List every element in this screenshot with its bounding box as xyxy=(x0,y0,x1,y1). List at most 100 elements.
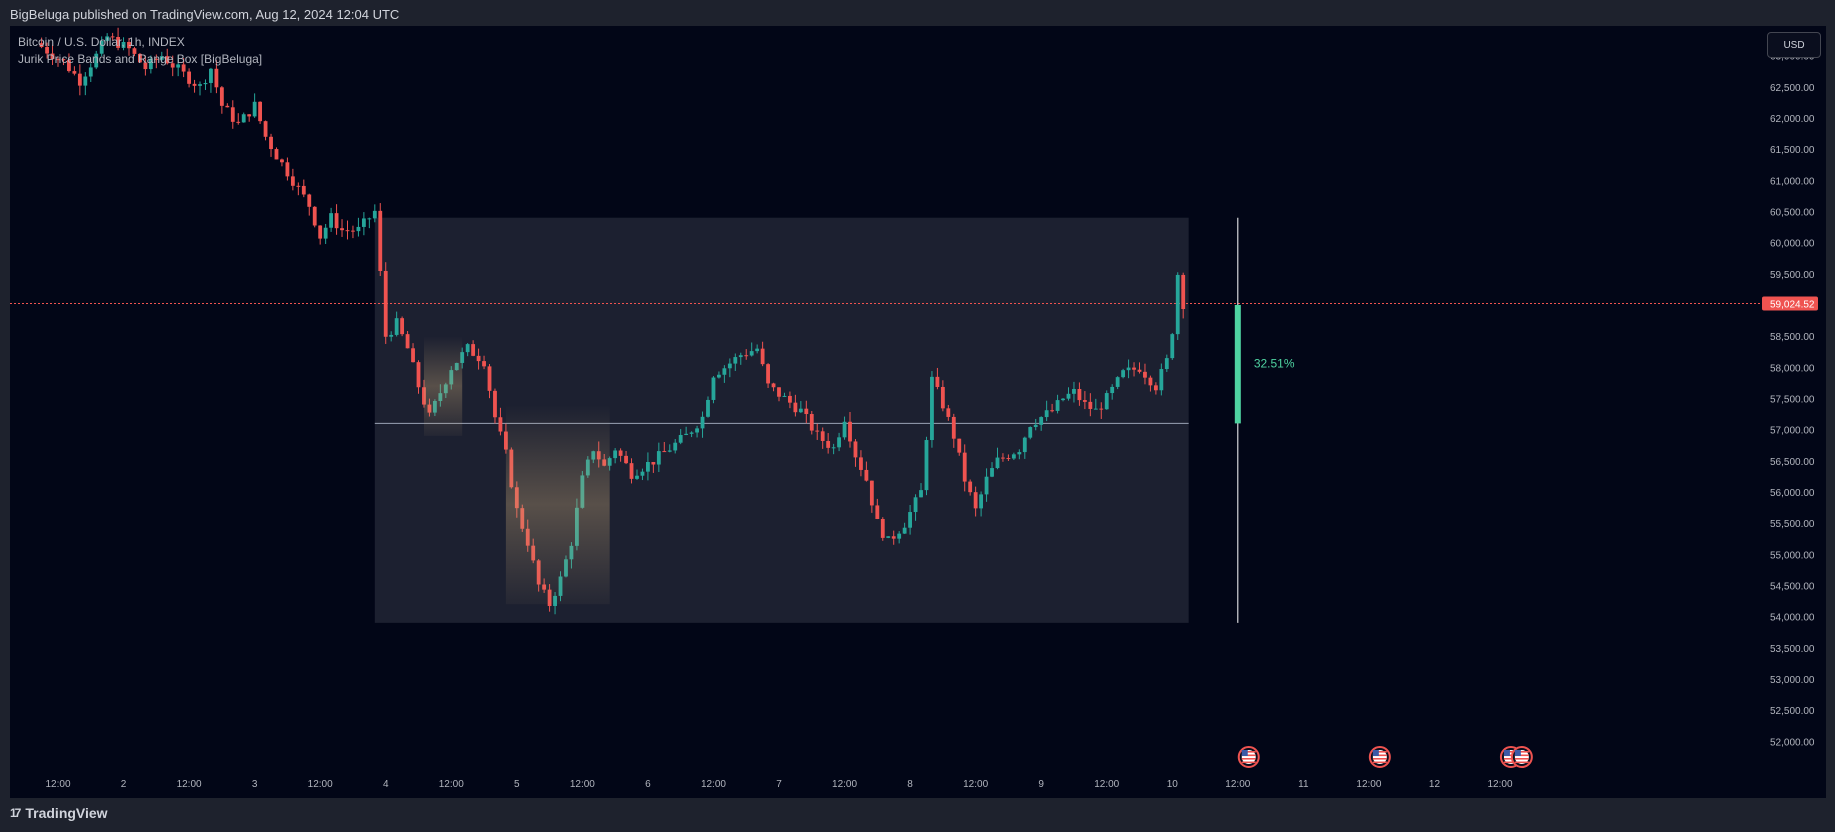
candle-body xyxy=(684,433,689,435)
time-axis-background[interactable] xyxy=(10,783,1826,798)
currency-button[interactable]: USD xyxy=(1767,32,1821,58)
candle-body xyxy=(154,58,159,60)
candle-body xyxy=(1148,377,1153,386)
candle-body xyxy=(979,494,984,509)
price-tick-label: 55,500.00 xyxy=(1770,519,1815,530)
candle-body xyxy=(219,87,224,106)
price-tick-label: 55,000.00 xyxy=(1770,550,1815,561)
candle-body xyxy=(285,162,290,177)
candle-body xyxy=(252,101,257,117)
us-flag-event-icon[interactable] xyxy=(1510,746,1533,768)
candle-body xyxy=(225,105,230,108)
time-tick-label: 10 xyxy=(1167,779,1179,790)
us-flag-event-icon[interactable] xyxy=(1237,746,1260,768)
time-tick-label: 12:00 xyxy=(439,779,464,790)
candle-body xyxy=(853,441,858,458)
time-tick-label: 8 xyxy=(907,779,913,790)
candle-body xyxy=(72,71,77,74)
candle-body xyxy=(640,471,645,476)
candle-body xyxy=(1055,400,1060,411)
candle-body xyxy=(258,101,263,122)
candle-body xyxy=(143,62,148,70)
price-tick-label: 59,500.00 xyxy=(1770,270,1815,281)
candle-body xyxy=(793,402,798,413)
candle-body xyxy=(334,213,339,229)
candle-body xyxy=(187,71,192,84)
candle-body xyxy=(476,355,481,362)
candle-body xyxy=(329,213,334,228)
candle-body xyxy=(809,414,814,431)
candle-body xyxy=(280,159,284,163)
candle-body xyxy=(372,210,377,219)
price-tick-label: 53,500.00 xyxy=(1770,644,1815,655)
candle-body xyxy=(383,270,388,337)
candle-body xyxy=(88,67,93,77)
candle-body xyxy=(749,351,754,356)
time-tick-label: 9 xyxy=(1038,779,1044,790)
price-tick-label: 56,500.00 xyxy=(1770,457,1815,468)
candle-body xyxy=(1132,367,1136,370)
price-axis-background[interactable] xyxy=(1760,26,1826,783)
candle-body xyxy=(722,368,727,375)
price-tick-label: 53,000.00 xyxy=(1770,675,1815,686)
price-tick-label: 58,000.00 xyxy=(1770,363,1815,374)
candle-body xyxy=(1153,385,1158,391)
candle-body xyxy=(738,355,743,358)
candle-body xyxy=(214,68,219,88)
candle-body xyxy=(645,462,650,472)
candle-body xyxy=(367,218,372,220)
indicator-title[interactable]: Jurik Price Bands and Range Box [BigBelu… xyxy=(18,52,263,66)
candle-body xyxy=(1175,274,1180,335)
candle-body xyxy=(203,82,208,85)
time-tick-label: 12:00 xyxy=(701,779,726,790)
time-tick-label: 2 xyxy=(121,779,127,790)
candle-body xyxy=(1044,410,1049,418)
candle-body xyxy=(717,374,721,378)
candle-body xyxy=(1017,452,1022,455)
candle-body xyxy=(132,48,137,54)
candle-body xyxy=(116,36,120,48)
candle-body xyxy=(1088,401,1093,409)
candle-body xyxy=(181,64,186,72)
candle-body xyxy=(176,64,181,68)
candle-body xyxy=(1164,358,1169,370)
price-axis[interactable]: 63,000.0062,500.0062,000.0061,500.0061,0… xyxy=(1770,52,1815,749)
candle-body xyxy=(667,450,672,452)
candle-body xyxy=(416,362,421,388)
candle-body xyxy=(356,226,361,232)
candle-body xyxy=(170,63,175,68)
price-tick-label: 52,500.00 xyxy=(1770,706,1815,717)
candle-body xyxy=(957,438,962,453)
candle-body xyxy=(777,387,781,397)
candle-body xyxy=(962,452,967,482)
candle-body xyxy=(56,59,60,61)
candle-body xyxy=(930,376,934,441)
candle-body xyxy=(1104,393,1109,410)
candle-body xyxy=(301,185,306,195)
tradingview-brand[interactable]: 17 TradingView xyxy=(10,805,108,821)
time-tick-label: 12:00 xyxy=(1225,779,1250,790)
candle-body xyxy=(837,437,841,448)
candle-body xyxy=(1033,424,1038,428)
candle-body xyxy=(842,421,847,438)
candle-body xyxy=(940,386,945,409)
candle-body xyxy=(973,492,978,509)
price-tick-label: 57,000.00 xyxy=(1770,426,1815,437)
candle-body xyxy=(1066,393,1071,399)
candle-body xyxy=(1137,369,1142,372)
candle-body xyxy=(727,363,732,369)
candle-body xyxy=(1077,388,1082,401)
price-tick-label: 60,000.00 xyxy=(1770,239,1815,250)
candle-body xyxy=(629,463,634,479)
candle-body xyxy=(45,47,49,54)
time-axis[interactable]: 12:00 2 12:00 3 12:00 4 12:00 5 12:00 6 12:00 7 12:0… xyxy=(45,779,1512,790)
candle-body xyxy=(411,348,415,363)
symbol-title[interactable]: Bitcoin / U.S. Dollar, 1h, INDEX xyxy=(18,35,185,49)
range-measure-bar xyxy=(1234,304,1241,424)
candle-body xyxy=(782,395,787,397)
candle-body xyxy=(826,440,831,448)
candle-body xyxy=(624,455,628,464)
time-tick-label: 12 xyxy=(1429,779,1441,790)
us-flag-event-icon[interactable] xyxy=(1368,746,1391,768)
